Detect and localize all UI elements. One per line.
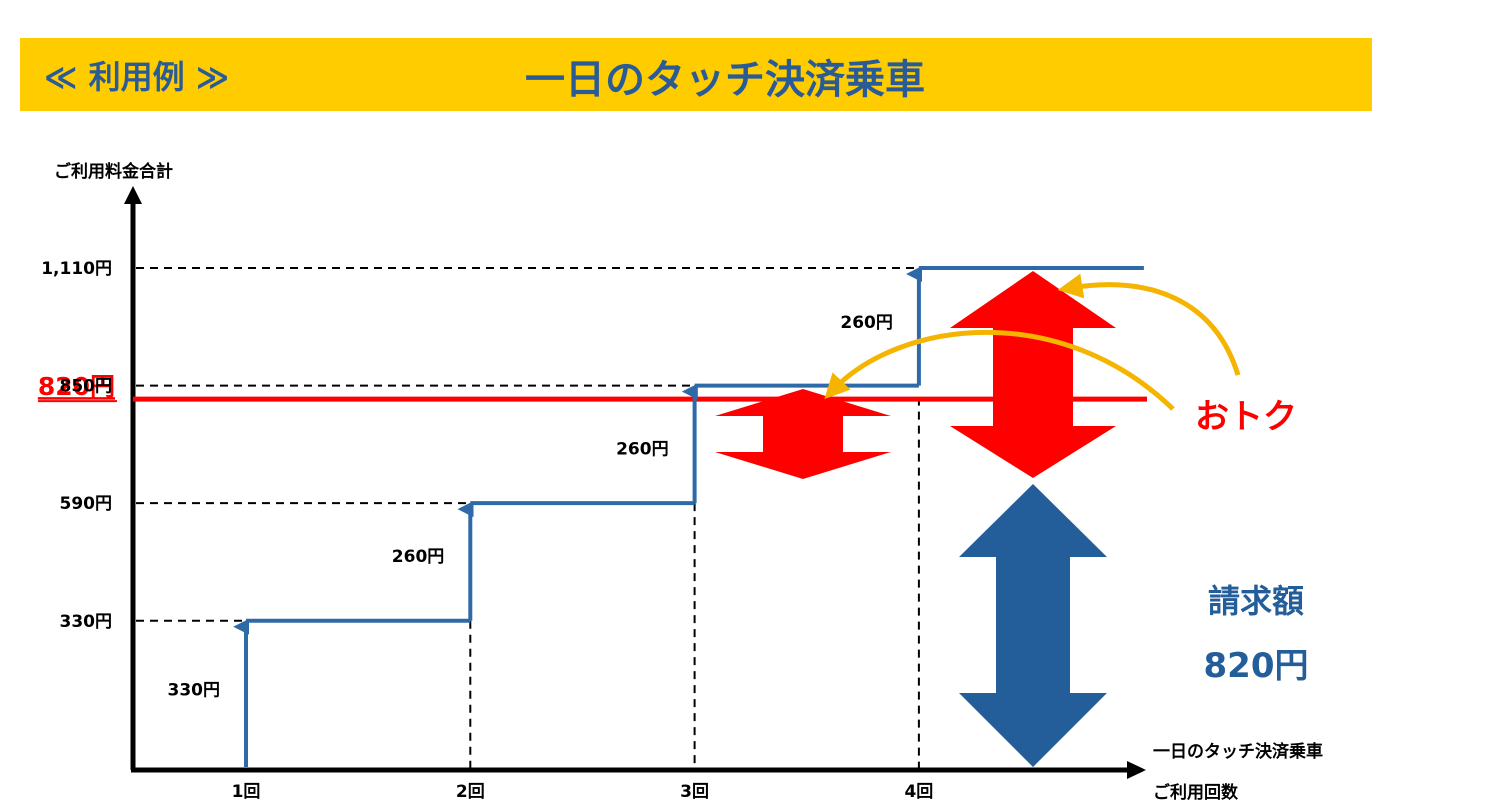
y-axis-title: ご利用料金合計	[54, 161, 173, 182]
fare-cap-label: 820円	[38, 372, 115, 401]
increment-label: 330円	[168, 680, 221, 700]
savings-arrow-small	[715, 389, 891, 479]
savings-label: おトク	[1195, 397, 1297, 437]
callout-arrow-to-large	[1057, 273, 1241, 376]
increment-label: 260円	[616, 439, 669, 459]
x-tick-label: 3回	[680, 782, 709, 802]
billed-amount-arrow	[959, 484, 1107, 767]
x-tick-label: 4回	[904, 782, 933, 802]
x-axis-title-line1: 一日のタッチ決済乗車	[1153, 741, 1323, 762]
x-axis-arrowhead	[1127, 761, 1146, 779]
increment-label: 260円	[392, 547, 445, 567]
y-tick-label: 330円	[60, 612, 113, 632]
banner-title: 一日のタッチ決済乗車	[525, 57, 925, 103]
banner-label: ≪ 利用例 ≫	[44, 58, 230, 96]
y-tick-label: 850円	[60, 377, 113, 397]
x-tick-label: 2回	[456, 782, 485, 802]
x-tick-label: 1回	[232, 782, 261, 802]
callout-arrow-to-small	[824, 330, 1175, 411]
title-banner: ≪ 利用例 ≫ 一日のタッチ決済乗車	[20, 38, 1372, 111]
savings-arrow-large	[950, 271, 1116, 478]
y-tick-label: 1,110円	[41, 259, 112, 279]
billed-amount-label: 820円	[1204, 646, 1309, 686]
x-axis-title-line2: ご利用回数	[1153, 782, 1239, 803]
increment-label: 260円	[840, 313, 893, 333]
y-tick-label: 590円	[60, 494, 113, 514]
billed-label: 請求額	[1208, 582, 1304, 620]
y-axis-arrowhead	[124, 186, 142, 204]
